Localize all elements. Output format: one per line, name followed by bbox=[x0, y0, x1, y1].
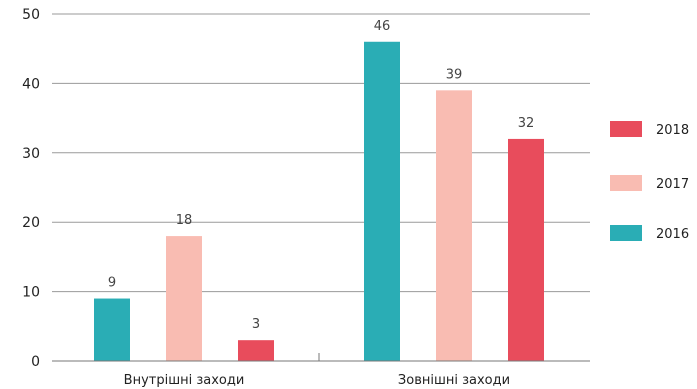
y-tick-label: 30 bbox=[22, 146, 40, 162]
data-label: 32 bbox=[518, 116, 535, 131]
y-tick-label: 20 bbox=[22, 215, 40, 231]
bar-2016-external bbox=[364, 41, 400, 361]
y-tick-label: 10 bbox=[22, 285, 40, 301]
x-axis: Внутрішні заходи Зовнішні заходи bbox=[52, 353, 590, 388]
legend-label-2016: 2016 bbox=[656, 227, 689, 242]
x-category-label: Внутрішні заходи bbox=[124, 373, 245, 388]
legend: 2018 2017 2016 bbox=[610, 121, 689, 242]
legend-label-2018: 2018 bbox=[656, 123, 689, 138]
data-label: 18 bbox=[176, 213, 193, 228]
data-label: 39 bbox=[446, 67, 463, 82]
bar-2016-internal bbox=[94, 298, 130, 361]
bar-2017-external bbox=[436, 90, 472, 361]
y-tick-label: 0 bbox=[31, 354, 40, 370]
y-tick-label: 50 bbox=[22, 7, 40, 23]
data-label: 9 bbox=[108, 276, 116, 291]
data-labels: 9 18 3 46 39 32 bbox=[108, 19, 534, 332]
y-tick-label: 40 bbox=[22, 76, 40, 92]
bars bbox=[94, 41, 544, 361]
y-axis: 0 10 20 30 40 50 bbox=[22, 7, 40, 370]
legend-label-2017: 2017 bbox=[656, 177, 689, 192]
data-label: 46 bbox=[374, 19, 391, 34]
legend-swatch-2018 bbox=[610, 121, 642, 137]
bar-2017-internal bbox=[166, 236, 202, 361]
x-category-label: Зовнішні заходи bbox=[398, 373, 510, 388]
legend-swatch-2016 bbox=[610, 225, 642, 241]
legend-swatch-2017 bbox=[610, 175, 642, 191]
bar-2018-internal bbox=[238, 340, 274, 361]
data-label: 3 bbox=[252, 317, 260, 332]
bar-2018-external bbox=[508, 138, 544, 361]
grid-lines bbox=[52, 13, 590, 293]
